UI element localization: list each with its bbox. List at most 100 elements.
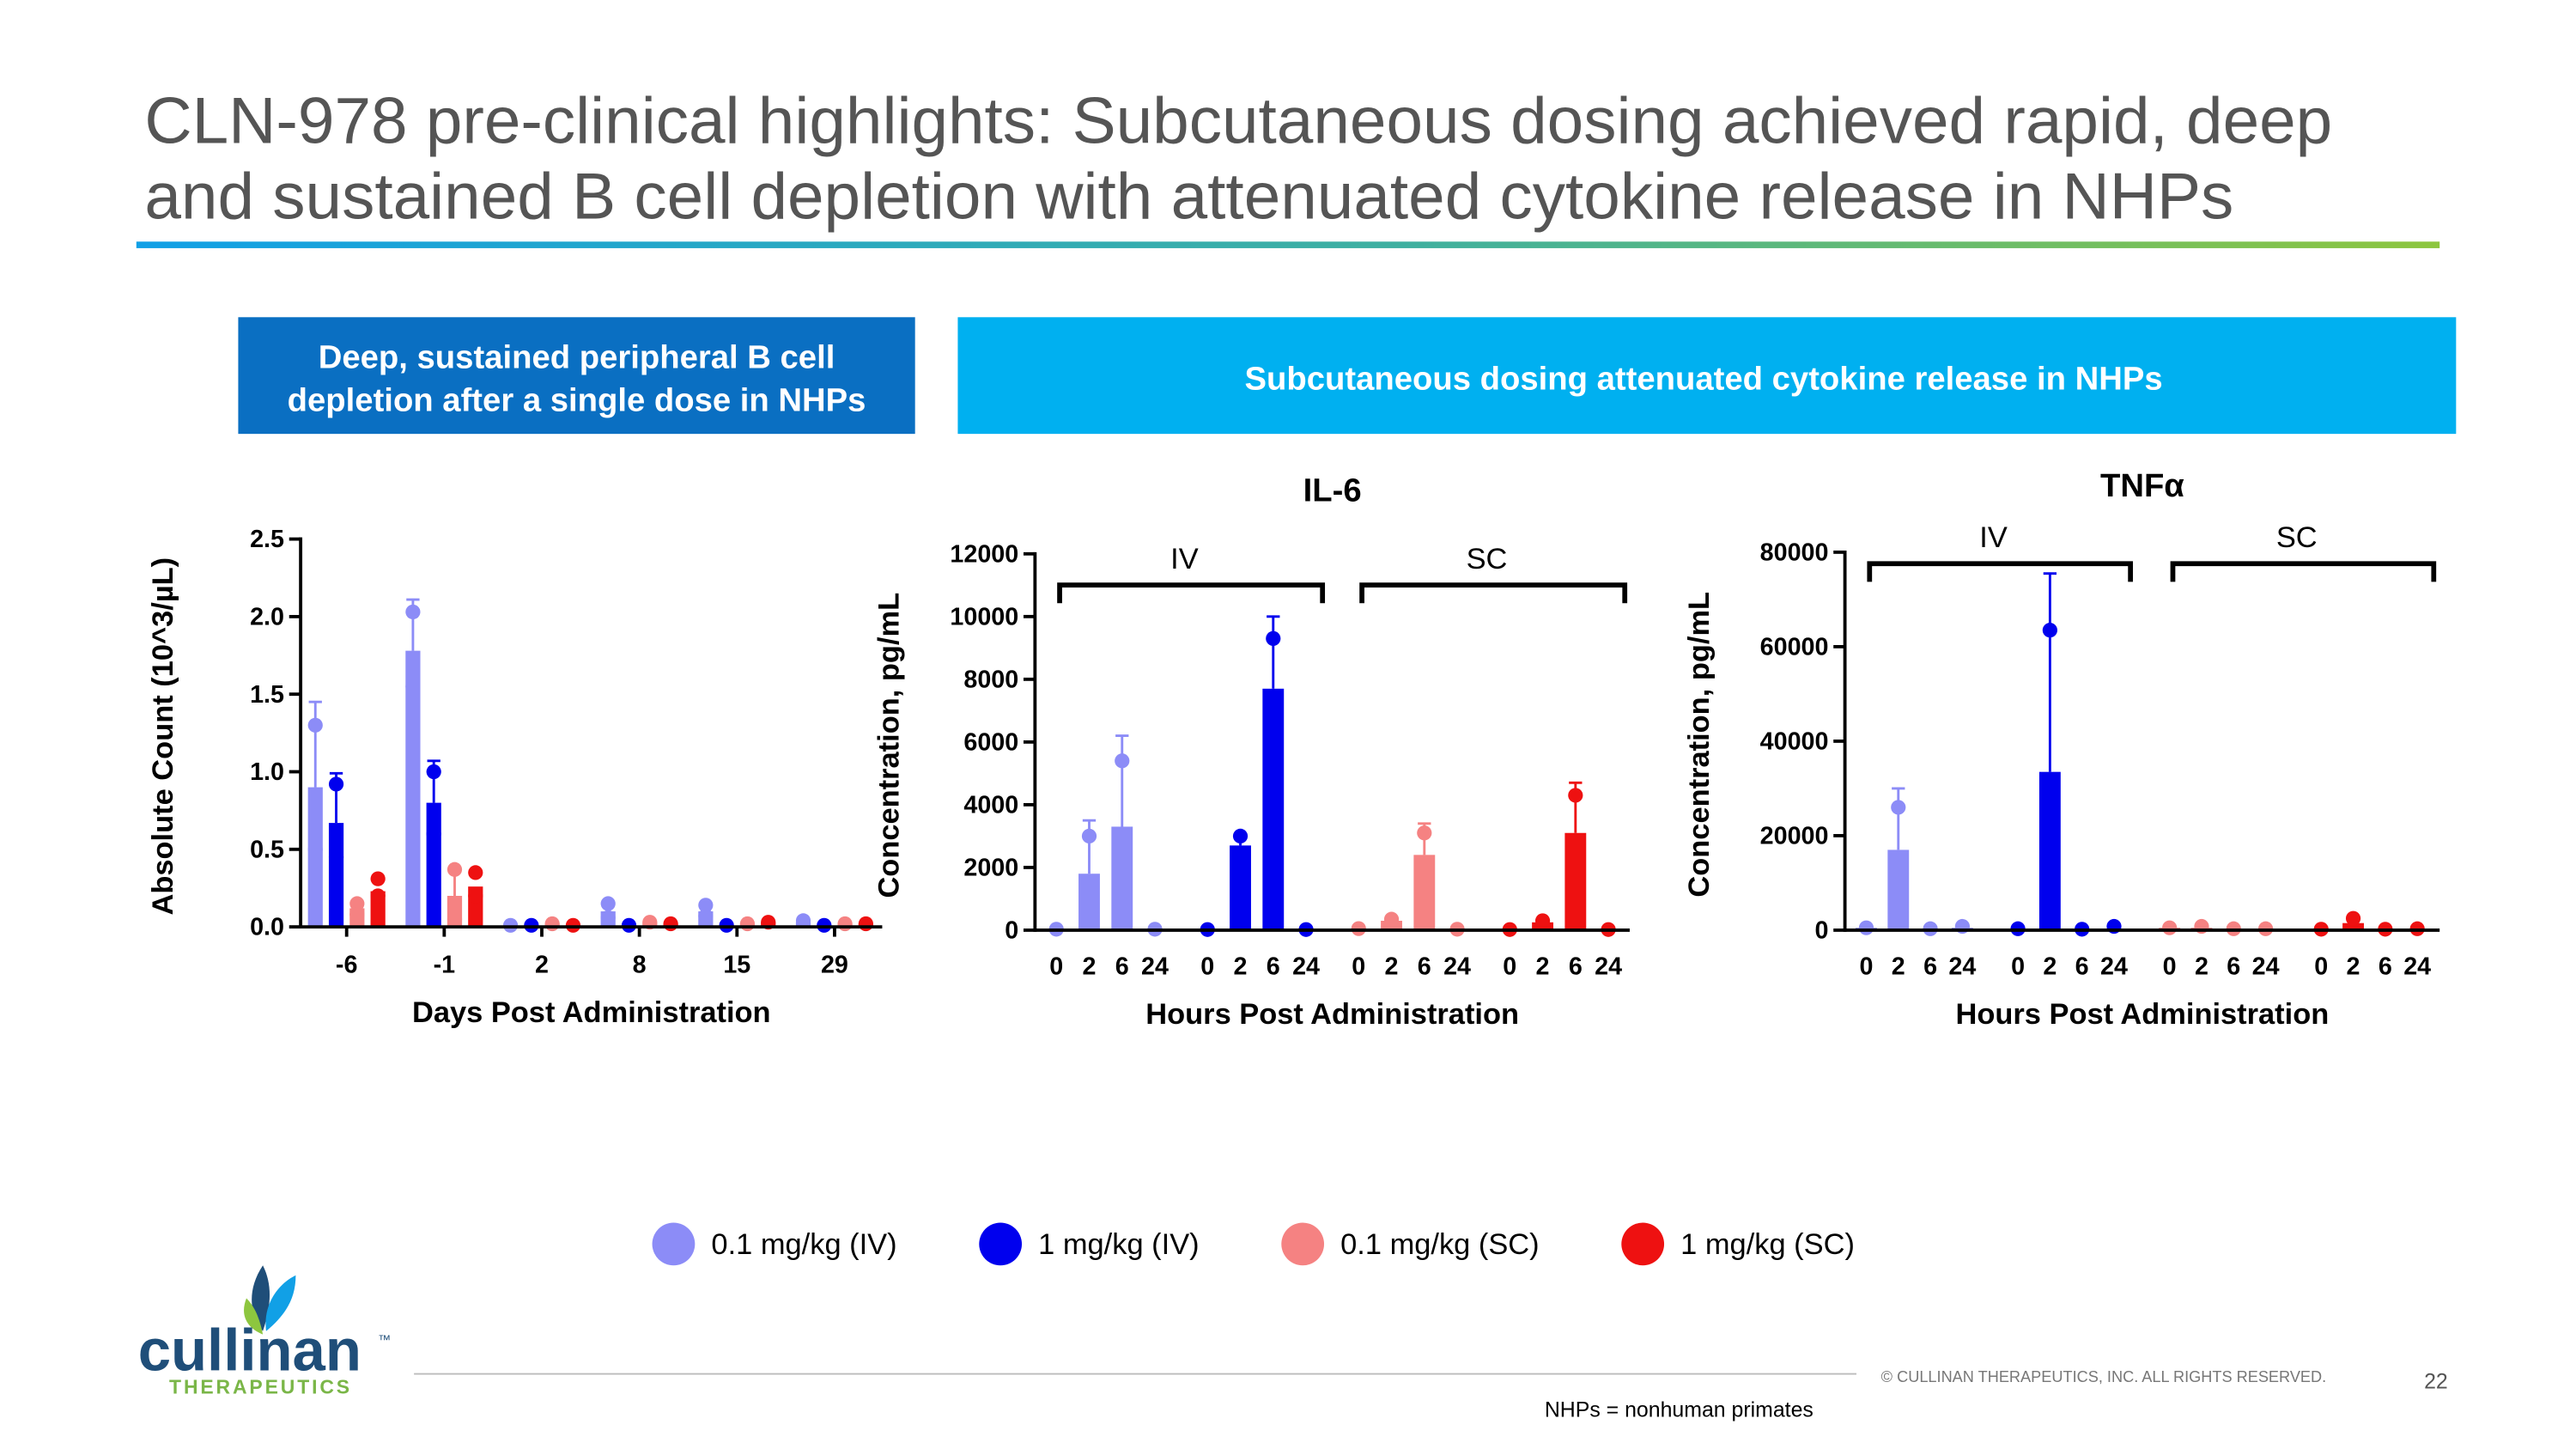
bar — [307, 787, 323, 928]
bracket-label: IV — [1979, 521, 2008, 554]
data-point — [349, 896, 365, 911]
x-tick-label: 24 — [1292, 953, 1320, 981]
data-point — [328, 776, 344, 792]
bracket-label: IV — [1170, 543, 1199, 575]
data-point — [328, 849, 344, 865]
x-tick-label: 24 — [1443, 953, 1471, 981]
x-tick-label: 24 — [1141, 953, 1169, 981]
legend-swatch — [979, 1222, 1023, 1266]
x-tick-label: 2 — [2195, 953, 2208, 981]
data-point — [1383, 911, 1400, 927]
bracket-label: SC — [2276, 521, 2318, 554]
y-tick-label: 80000 — [1760, 539, 1829, 566]
bar — [1887, 849, 1910, 930]
data-point — [1891, 800, 1906, 815]
data-point — [1115, 753, 1130, 769]
y-tick-label: 0 — [1005, 917, 1018, 945]
y-axis-label: Concentration, pg/mL — [873, 593, 906, 898]
bracket — [2170, 561, 2437, 582]
x-tick-label: 2 — [535, 952, 549, 979]
data-point — [349, 907, 365, 922]
bracket-label: SC — [1467, 543, 1508, 575]
x-tick-label: 2 — [1234, 953, 1248, 981]
panel-text: depletion after a single dose in NHPs — [288, 381, 866, 418]
logo-leaf — [265, 1275, 296, 1331]
data-point — [468, 888, 483, 904]
data-point — [1417, 825, 1432, 841]
x-tick-label: 24 — [2403, 953, 2431, 981]
logo: cullinan ™ THERAPEUTICS — [138, 1265, 391, 1397]
title-rule — [136, 241, 2440, 248]
data-point — [795, 913, 811, 928]
data-point — [307, 717, 323, 733]
data-point — [1568, 788, 1583, 803]
panel-header — [238, 317, 915, 435]
data-point — [447, 861, 463, 877]
x-tick-label: 6 — [1569, 953, 1583, 981]
data-point — [1232, 828, 1249, 844]
x-tick-label: 6 — [1115, 953, 1129, 981]
y-tick-label: 8000 — [963, 666, 1018, 693]
data-point — [307, 842, 323, 857]
x-tick-label: 2 — [1892, 953, 1905, 981]
logo-sub: THERAPEUTICS — [169, 1375, 352, 1397]
data-point — [837, 916, 853, 932]
bar — [2038, 771, 2061, 930]
data-point — [2042, 623, 2057, 638]
bar — [2342, 922, 2364, 930]
y-tick-label: 2.0 — [250, 603, 284, 630]
x-axis-label: Hours Post Administration — [1956, 998, 2330, 1031]
data-point — [1081, 828, 1097, 844]
x-tick-label: 0 — [1352, 953, 1365, 981]
x-tick-label: 0 — [2011, 953, 2025, 981]
x-tick-label: 2 — [2347, 953, 2360, 981]
chart-title: TNFα — [2100, 467, 2184, 504]
x-tick-label: 2 — [1083, 953, 1097, 981]
data-point — [1858, 920, 1874, 935]
x-tick-label: 24 — [1948, 953, 1976, 981]
data-point — [739, 916, 756, 932]
y-tick-label: 6000 — [963, 728, 1018, 756]
error-bar — [1892, 787, 1905, 850]
y-axis-label: Concentration, pg/mL — [1683, 592, 1716, 898]
data-point — [370, 871, 386, 886]
x-axis-label: Days Post Administration — [412, 996, 771, 1029]
data-point — [1266, 630, 1281, 646]
x-tick-label: -1 — [434, 952, 456, 979]
x-tick-label: 6 — [2379, 953, 2392, 981]
bar — [1262, 688, 1285, 930]
x-tick-label: 0 — [2163, 953, 2177, 981]
x-tick-label: 15 — [723, 952, 750, 979]
title-line: and sustained B cell depletion with atte… — [144, 161, 2233, 234]
x-tick-label: 0 — [1503, 953, 1516, 981]
x-tick-label: 0 — [1049, 953, 1063, 981]
data-point — [405, 679, 421, 694]
legend-label: 0.1 mg/kg (SC) — [1340, 1228, 1539, 1261]
bracket — [1057, 582, 1326, 604]
x-tick-label: 6 — [2227, 953, 2240, 981]
y-tick-label: 2.5 — [250, 526, 284, 553]
copyright: © CULLINAN THERAPEUTICS, INC. ALL RIGHTS… — [1881, 1368, 2327, 1385]
x-tick-label: 0 — [1200, 953, 1214, 981]
panel-text: Subcutaneous dosing attenuated cytokine … — [1244, 360, 2162, 397]
y-axis-label: Absolute Count (10^3/µL) — [147, 557, 179, 916]
x-tick-label: 6 — [1267, 953, 1280, 981]
y-tick-label: 1.5 — [250, 681, 284, 709]
y-tick-label: 12000 — [950, 540, 1018, 568]
x-tick-label: 8 — [633, 952, 647, 979]
y-tick-label: 2000 — [963, 854, 1018, 881]
panel-header — [957, 317, 2457, 435]
bar — [1230, 845, 1251, 930]
bar — [405, 650, 421, 928]
title-line: CLN-978 pre-clinical highlights: Subcuta… — [144, 84, 2332, 157]
bar — [1111, 826, 1133, 930]
error-bar — [1115, 734, 1129, 827]
data-point — [468, 865, 483, 880]
x-tick-label: 6 — [1418, 953, 1431, 981]
x-tick-label: 2 — [2043, 953, 2057, 981]
data-point — [858, 916, 873, 932]
data-point — [2162, 920, 2178, 935]
bracket — [1359, 582, 1628, 604]
